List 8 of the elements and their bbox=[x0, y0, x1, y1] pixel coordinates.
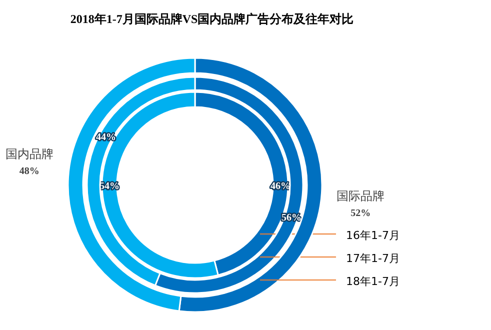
slice-label: 国际品牌 bbox=[336, 188, 385, 203]
chart-title: 2018年1-7月国际品牌VS国内品牌广告分布及往年对比 bbox=[70, 12, 354, 26]
slice-label: 18年1-7月 bbox=[346, 275, 400, 288]
slice-label: 17年1-7月 bbox=[346, 252, 400, 265]
slice-label: 国内品牌 bbox=[5, 147, 54, 162]
slice-label: 16年1-7月 bbox=[346, 229, 400, 242]
data-label: 48% bbox=[19, 166, 40, 178]
data-label: 52% bbox=[350, 208, 371, 219]
